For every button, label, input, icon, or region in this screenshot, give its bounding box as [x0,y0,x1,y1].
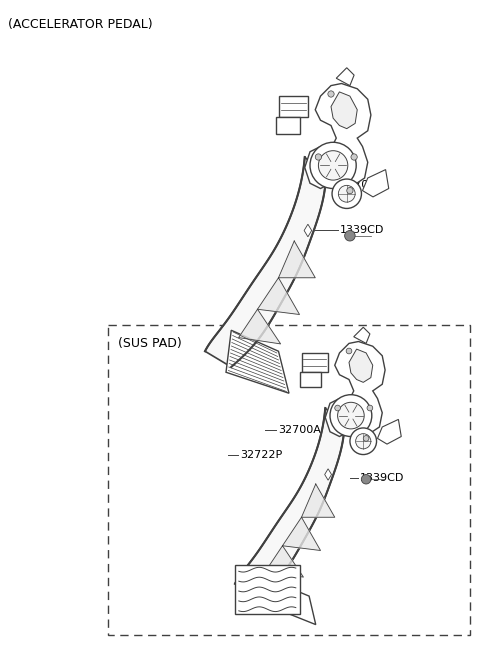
Bar [276,117,300,134]
Polygon shape [235,408,344,598]
Polygon shape [265,546,303,577]
Text: 32722P: 32722P [240,450,282,460]
Circle shape [350,428,376,455]
Circle shape [328,91,334,97]
Polygon shape [205,157,326,367]
Circle shape [318,151,348,180]
Circle shape [346,348,352,354]
Polygon shape [336,68,354,85]
Circle shape [361,474,371,484]
Circle shape [351,154,357,160]
Text: (ACCELERATOR PEDAL): (ACCELERATOR PEDAL) [8,18,153,31]
Polygon shape [283,517,321,550]
Polygon shape [278,241,315,277]
Text: 32700A: 32700A [340,180,383,190]
Polygon shape [354,327,370,343]
Circle shape [335,405,340,411]
Text: 1339CD: 1339CD [360,473,404,483]
Text: 1339CD: 1339CD [340,225,384,235]
Circle shape [315,154,322,160]
Text: (SUS PAD): (SUS PAD) [118,337,182,350]
Polygon shape [324,469,332,480]
Circle shape [356,434,371,449]
Polygon shape [264,577,316,625]
Polygon shape [377,419,401,444]
Bar [300,372,321,387]
Bar [108,325,470,635]
Polygon shape [239,309,281,344]
Polygon shape [305,83,371,188]
Circle shape [363,436,369,441]
Circle shape [338,186,355,202]
Circle shape [310,142,356,188]
Circle shape [345,230,355,241]
Circle shape [367,405,373,411]
Bar [301,353,328,372]
Bar [278,96,308,117]
Polygon shape [257,277,300,314]
Polygon shape [362,170,389,197]
Polygon shape [226,330,289,393]
Circle shape [337,402,364,429]
Polygon shape [304,224,312,237]
Polygon shape [349,349,373,382]
Polygon shape [325,342,385,436]
Polygon shape [301,484,335,517]
Polygon shape [331,92,357,129]
Bar [235,565,300,614]
Circle shape [347,188,353,194]
Circle shape [330,395,372,436]
Text: 32700A: 32700A [278,425,321,435]
Circle shape [332,179,361,209]
